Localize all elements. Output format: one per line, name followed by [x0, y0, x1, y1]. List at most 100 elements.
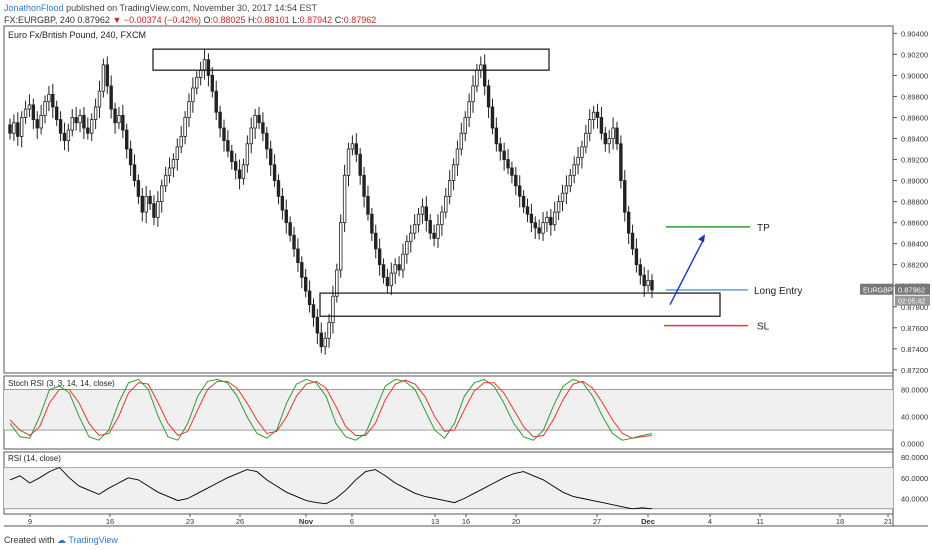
- candle-body: [292, 234, 296, 250]
- candle-body: [393, 264, 397, 274]
- candle-body: [568, 174, 572, 187]
- candle-body: [12, 122, 16, 134]
- candle-body: [537, 227, 541, 234]
- rsi-series-line: [9, 466, 653, 510]
- candle-body: [545, 216, 549, 224]
- candle-body: [253, 114, 257, 129]
- support-zone-box: [319, 292, 721, 317]
- rsi-tick-label: 80.0000: [901, 453, 928, 462]
- rsi-title: RSI (14, close): [8, 454, 61, 463]
- candle-body: [327, 322, 331, 339]
- candle-body: [405, 241, 409, 255]
- candle-body: [35, 119, 39, 129]
- candle-body: [233, 161, 238, 171]
- candle-body: [78, 114, 82, 124]
- candle-body: [132, 164, 137, 181]
- candle-body: [397, 264, 401, 271]
- candle-body: [31, 104, 36, 120]
- symbol-label: FX:EURGBP, 240: [4, 15, 75, 25]
- candle-body: [311, 304, 316, 318]
- candle-body: [16, 122, 20, 137]
- candle-body: [47, 93, 51, 103]
- stoch-tick-label: 80.0000: [901, 386, 928, 395]
- price-tick-label: 0.90400: [901, 29, 928, 38]
- candle-body: [183, 117, 187, 137]
- candle-body: [444, 195, 448, 213]
- candle-body: [572, 164, 576, 176]
- price-tick-label: 0.88200: [901, 261, 928, 270]
- candle-body: [354, 143, 358, 155]
- candle-body: [179, 136, 183, 148]
- candle-body: [315, 316, 320, 334]
- candle-body: [218, 111, 222, 129]
- candle-body: [109, 85, 113, 110]
- candle-body: [323, 337, 327, 348]
- candle-body: [265, 132, 269, 150]
- time-tick-label: 27: [593, 517, 601, 526]
- candle-body: [389, 272, 394, 287]
- candle-body: [237, 169, 242, 179]
- candle-body: [198, 69, 203, 78]
- candle-body: [144, 195, 148, 213]
- candle-body: [436, 224, 440, 239]
- candle-body: [152, 203, 156, 218]
- candle-body: [117, 114, 121, 124]
- candle-body: [502, 150, 506, 160]
- countdown-label: 02:05:42: [898, 299, 925, 306]
- time-tick-label: 16: [106, 517, 114, 526]
- candle-body: [362, 174, 366, 197]
- candle-body: [74, 117, 78, 124]
- symbol-tag-label: EURGBP: [863, 288, 893, 295]
- stoch-tick-label: 0.0000: [901, 440, 924, 449]
- time-tick-label: 6: [350, 517, 354, 526]
- candle-body: [284, 209, 288, 224]
- tradingview-brand[interactable]: TradingView: [68, 535, 118, 545]
- candle-body: [280, 195, 285, 211]
- candle-body: [296, 248, 300, 263]
- time-tick-label: 13: [431, 517, 439, 526]
- candle-body: [611, 127, 615, 139]
- candle-body: [230, 150, 234, 163]
- candle-body: [560, 192, 565, 203]
- time-tick-label: 23: [186, 517, 194, 526]
- candle-body: [603, 132, 608, 145]
- candle-body: [607, 138, 611, 145]
- price-tick-label: 0.89400: [901, 135, 928, 144]
- candle-body: [51, 93, 55, 108]
- price-tag: [895, 283, 930, 295]
- candle-body: [268, 148, 273, 166]
- candle-body: [210, 75, 215, 92]
- candle-body: [374, 232, 378, 250]
- candle-body: [222, 127, 226, 142]
- candle-body: [626, 211, 631, 234]
- low-value: 0.87942: [299, 15, 333, 25]
- candle-body: [440, 211, 444, 226]
- candle-body: [529, 213, 534, 224]
- candle-body: [39, 114, 43, 129]
- candle-body: [90, 119, 94, 134]
- candle-body: [23, 108, 28, 118]
- rsi-band: [4, 467, 893, 509]
- candle-body: [70, 117, 74, 131]
- candle-body: [300, 262, 304, 278]
- candle-body: [191, 87, 195, 103]
- candle-body: [272, 164, 277, 181]
- candle-body: [187, 101, 191, 118]
- candle-body: [381, 264, 386, 278]
- candle-body: [136, 180, 141, 197]
- candle-body: [195, 77, 199, 89]
- symbol-tag: [860, 283, 893, 295]
- created-with-label: Created with: [4, 535, 55, 545]
- rsi-tick-label: 60.0000: [901, 474, 928, 483]
- candle-body: [226, 140, 230, 152]
- candle-body: [553, 211, 557, 226]
- candle-body: [576, 157, 580, 166]
- price-tick-label: 0.89000: [901, 177, 928, 186]
- author-link[interactable]: JonathonFlood: [4, 3, 64, 13]
- candle-body: [140, 195, 144, 213]
- candle-body: [494, 127, 499, 145]
- close-value: 0.87962: [343, 15, 377, 25]
- candle-body: [82, 114, 86, 129]
- stoch-series-line-d: [9, 379, 653, 439]
